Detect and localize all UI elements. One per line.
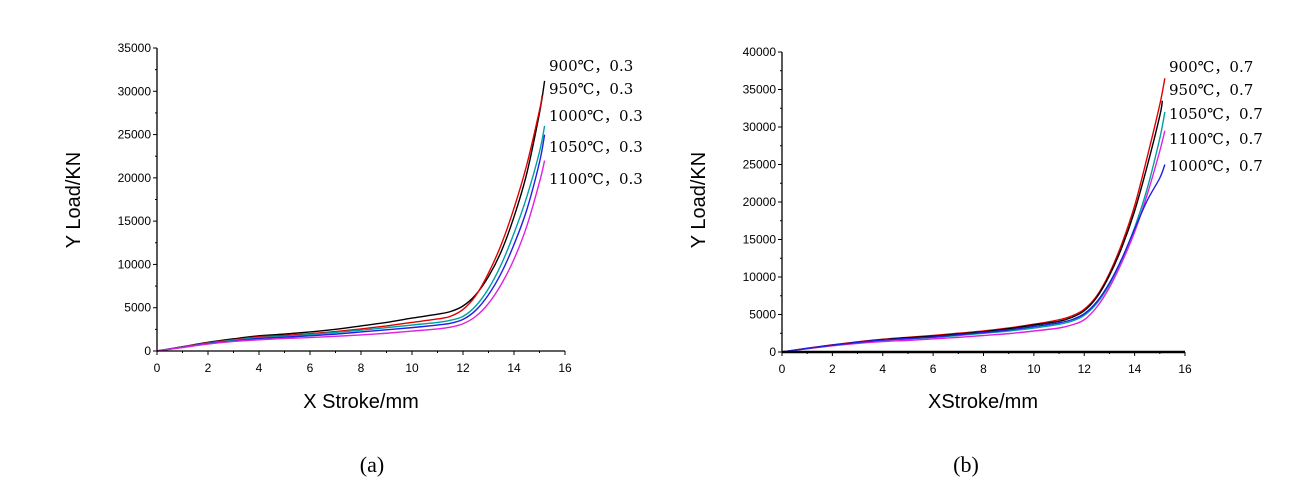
x-tick-label: 10 [1027,362,1041,376]
x-axis-title-b: XStroke/mm [928,391,1038,413]
x-tick-label: 10 [405,361,419,375]
series-labels-b: 900℃，0.7 950℃，0.7 1050℃，0.7 1100℃，0.7 1000℃，… [1169,58,1263,175]
x-tick-label: 14 [1128,362,1142,376]
series-line [781,78,1166,353]
y-tick-label: 30000 [118,84,152,98]
panel-label-b: (b) [953,452,979,477]
y-axis-title-b: Y Load/KN [688,152,710,248]
series-line [156,134,546,352]
series-line [781,100,1164,353]
y-tick-label: 0 [769,345,776,359]
series-line [156,95,543,352]
series-label-a: 950℃，0.3 [549,80,633,98]
y-tick-label: 35000 [743,83,777,97]
series-layer-b [781,78,1166,353]
y-tick-label: 5000 [124,301,151,315]
ticks-layer-b: 0 2 4 6 8 10 12 14 16 0 5000 10000 15000 20000 25000 30… [743,45,1192,376]
x-tick-label: 6 [307,361,314,375]
series-line [781,111,1166,353]
x-tick-label: 4 [879,362,886,376]
series-label-b: 900℃，0.7 [1169,58,1253,76]
series-label-b: 950℃，0.7 [1169,81,1253,99]
x-tick-label: 4 [256,361,263,375]
series-label-a: 1000℃，0.3 [549,107,643,125]
x-tick-label: 16 [558,361,572,375]
y-tick-label: 10000 [118,257,152,271]
series-layer-a [156,80,546,352]
series-label-b: 1100℃，0.7 [1169,130,1263,148]
series-label-b: 1000℃，0.7 [1169,157,1263,175]
series-label-a: 1100℃，0.3 [549,170,643,188]
x-tick-label: 0 [154,361,161,375]
series-labels-a: 900℃，0.3 950℃，0.3 1000℃，0.3 1050℃，0.3 1100℃，… [549,57,643,188]
ticks-layer-a: 0 2 4 6 8 10 12 14 16 0 5000 10000 15000 20000 25000 30… [118,41,572,375]
chart-panel-a: 0 2 4 6 8 10 12 14 16 0 5000 10000 15000 20000 25000 30… [63,41,643,477]
series-label-a: 900℃，0.3 [549,57,633,75]
x-tick-label: 6 [930,362,937,376]
x-tick-label: 8 [980,362,987,376]
y-tick-label: 15000 [118,214,152,228]
series-label-b: 1050℃，0.7 [1169,105,1263,123]
y-tick-label: 0 [144,344,151,358]
y-tick-label: 10000 [743,270,777,284]
y-tick-label: 30000 [743,120,777,134]
series-line [156,80,546,352]
y-tick-label: 20000 [743,195,777,209]
y-tick-label: 15000 [743,233,777,247]
y-tick-label: 5000 [749,308,776,322]
series-line [156,125,546,352]
x-tick-label: 2 [829,362,836,376]
y-tick-label: 25000 [118,128,152,142]
y-tick-label: 35000 [118,41,152,55]
x-tick-label: 2 [205,361,212,375]
panel-label-a: (a) [360,452,384,477]
x-tick-label: 8 [358,361,365,375]
series-line [781,130,1166,353]
y-tick-label: 40000 [743,45,777,59]
chart-panel-b: 0 2 4 6 8 10 12 14 16 0 5000 10000 15000 20000 25000 30… [688,45,1263,477]
x-tick-label: 0 [779,362,786,376]
y-tick-label: 25000 [743,158,777,172]
x-axis-title-a: X Stroke/mm [303,391,419,413]
y-tick-label: 20000 [118,171,152,185]
y-axis-title-a: Y Load/KN [63,152,85,248]
x-tick-label: 12 [456,361,470,375]
series-label-a: 1050℃，0.3 [549,138,643,156]
series-line [156,160,546,352]
x-tick-label: 12 [1078,362,1092,376]
series-line [781,164,1166,353]
x-tick-label: 16 [1178,362,1192,376]
x-tick-label: 14 [507,361,521,375]
